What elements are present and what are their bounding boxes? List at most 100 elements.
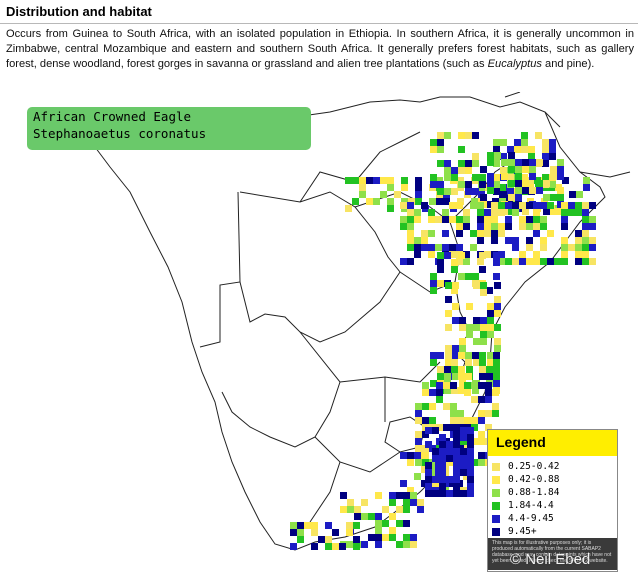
grid-cell	[436, 198, 443, 205]
grid-cell	[543, 180, 550, 187]
grid-cell	[437, 259, 444, 266]
grid-cell	[435, 466, 442, 473]
grid-cell	[465, 160, 472, 167]
grid-cell	[414, 244, 421, 251]
grid-cell	[480, 317, 487, 324]
grid-cell	[479, 352, 486, 359]
grid-cell	[439, 490, 446, 497]
grid-cell	[460, 434, 467, 441]
grid-cell	[493, 174, 500, 181]
grid-cell	[430, 352, 437, 359]
grid-cell	[458, 366, 465, 373]
grid-cell	[479, 252, 486, 259]
legend-label: 1.84-4.4	[508, 500, 554, 511]
grid-cell	[403, 492, 410, 499]
grid-cell	[480, 282, 487, 289]
grid-cell	[589, 223, 596, 230]
grid-cell	[487, 159, 494, 166]
grid-cell	[467, 469, 474, 476]
grid-cell	[414, 216, 421, 223]
grid-cell	[407, 237, 414, 244]
grid-cell	[505, 237, 512, 244]
grid-cell	[582, 244, 589, 251]
grid-cell	[467, 462, 474, 469]
grid-cell	[472, 153, 479, 160]
grid-cell	[407, 230, 414, 237]
grid-cell	[444, 188, 451, 195]
grid-cell	[380, 177, 387, 184]
grid-cell	[389, 534, 396, 541]
grid-cell	[415, 438, 422, 445]
grid-cell	[561, 237, 568, 244]
grid-cell	[526, 237, 533, 244]
legend-list: 0.25-0.42 0.42-0.88 0.88-1.84 1.84-4.4 4…	[492, 460, 559, 538]
grid-cell	[479, 174, 486, 181]
grid-cell	[430, 181, 437, 188]
province-lines	[309, 361, 441, 523]
grid-cell	[346, 529, 353, 536]
grid-cell	[459, 338, 466, 345]
grid-cell	[494, 324, 501, 331]
grid-cell	[456, 216, 463, 223]
grid-cell	[437, 352, 444, 359]
grid-cell	[519, 258, 526, 265]
grid-cell	[515, 180, 522, 187]
grid-cell	[403, 534, 410, 541]
grid-cell	[467, 490, 474, 497]
grid-cell	[325, 536, 332, 543]
grid-cell	[437, 181, 444, 188]
grid-cell	[485, 424, 492, 431]
grid-cell	[493, 359, 500, 366]
grid-cell	[373, 198, 380, 205]
grid-cell	[507, 174, 514, 181]
grid-cell	[494, 296, 501, 303]
grid-cell	[493, 139, 500, 146]
legend-disclaimer: This map is for illustrative purposes on…	[488, 538, 617, 570]
grid-cell	[408, 198, 415, 205]
grid-cell	[318, 536, 325, 543]
grid-cell	[415, 198, 422, 205]
grid-cell	[473, 317, 480, 324]
grid-cell	[493, 259, 500, 266]
grid-cell	[493, 380, 500, 387]
grid-cell	[446, 455, 453, 462]
grid-cell	[575, 237, 582, 244]
grid-cell	[484, 230, 491, 237]
grid-cell	[494, 345, 501, 352]
grid-cell	[430, 359, 437, 366]
grid-cell	[437, 373, 444, 380]
legend-swatch-icon	[492, 501, 500, 510]
grid-cell	[453, 483, 460, 490]
grid-cell	[464, 389, 471, 396]
grid-cell	[526, 223, 533, 230]
grid-cell	[480, 324, 487, 331]
grid-cell	[430, 380, 437, 387]
grid-cell	[415, 410, 422, 417]
grid-cell	[467, 427, 474, 434]
grid-cell	[463, 251, 470, 258]
grid-cell	[528, 153, 535, 160]
grid-cell	[444, 132, 451, 139]
grid-cell	[361, 513, 368, 520]
grid-cell	[444, 387, 451, 394]
grid-cell	[290, 543, 297, 550]
grid-cell	[452, 373, 459, 380]
grid-cell	[487, 324, 494, 331]
grid-cell	[444, 366, 451, 373]
grid-cell	[339, 543, 346, 550]
grid-cell	[457, 177, 464, 184]
grid-cell	[437, 188, 444, 195]
grid-cell	[561, 244, 568, 251]
grid-cell	[477, 230, 484, 237]
grid-cell	[290, 529, 297, 536]
grid-cell	[389, 499, 396, 506]
grid-cell	[428, 209, 435, 216]
grid-cell	[375, 492, 382, 499]
grid-cell	[430, 139, 437, 146]
grid-cell	[354, 513, 361, 520]
grid-cell	[389, 527, 396, 534]
grid-cell	[449, 244, 456, 251]
habitat-paragraph: Occurs from Guinea to South Africa, with…	[6, 27, 634, 72]
grid-cell	[375, 520, 382, 527]
grid-cell	[453, 441, 460, 448]
